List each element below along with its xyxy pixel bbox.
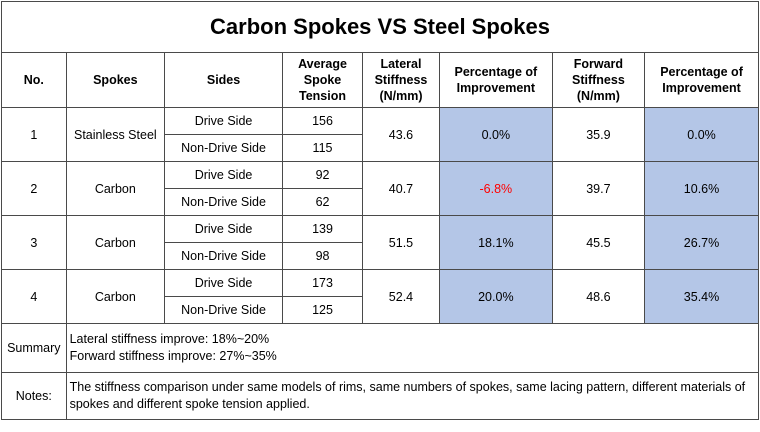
row-lateral-pct: 20.0% xyxy=(438,269,553,324)
row-no: 4 xyxy=(1,269,67,324)
row-tension: 125 xyxy=(282,296,364,324)
row-side: Drive Side xyxy=(164,161,284,189)
row-lateral-pct: -6.8% xyxy=(438,161,553,216)
table-row: 2 Carbon Drive Side 92 40.7 -6.8% 39.7 1… xyxy=(1,161,759,216)
summary-label: Summary xyxy=(1,323,67,373)
notes-row: Notes: The stiffness comparison under sa… xyxy=(1,372,760,420)
row-forward: 39.7 xyxy=(551,161,646,216)
header-forward-pct: Percentage of Improvement xyxy=(644,52,759,108)
row-tension: 139 xyxy=(282,215,364,243)
row-tension: 62 xyxy=(282,188,364,216)
row-tension: 92 xyxy=(282,161,364,189)
summary-text: Lateral stiffness improve: 18%~20% Forwa… xyxy=(65,323,760,373)
row-side: Drive Side xyxy=(164,215,284,243)
row-side: Drive Side xyxy=(164,269,284,297)
row-lateral-pct: 18.1% xyxy=(438,215,553,270)
row-side: Non-Drive Side xyxy=(164,242,284,270)
header-lateral-pct: Percentage of Improvement xyxy=(438,52,553,108)
summary-line-forward: Forward stiffness improve: 27%~35% xyxy=(69,349,277,363)
table-row: 3 Carbon Drive Side 139 51.5 18.1% 45.5 … xyxy=(1,215,759,270)
row-lateral: 52.4 xyxy=(362,269,440,324)
header-spokes: Spokes xyxy=(65,52,166,108)
notes-label: Notes: xyxy=(1,372,67,420)
row-forward: 45.5 xyxy=(551,215,646,270)
row-lateral-pct: 0.0% xyxy=(438,107,553,162)
table-row: 1 Stainless Steel Drive Side 156 43.6 0.… xyxy=(1,107,759,162)
row-side: Drive Side xyxy=(164,107,284,135)
header-sides: Sides xyxy=(164,52,284,108)
row-tension: 115 xyxy=(282,134,364,162)
row-forward: 48.6 xyxy=(551,269,646,324)
table-row: Non-Drive Side 115 xyxy=(2,134,759,162)
row-side: Non-Drive Side xyxy=(164,188,284,216)
header-tension: Average Spoke Tension xyxy=(282,52,364,108)
row-lateral: 51.5 xyxy=(362,215,440,270)
row-tension: 173 xyxy=(282,269,364,297)
summary-line-lateral: Lateral stiffness improve: 18%~20% xyxy=(69,332,270,346)
row-spokes: Carbon xyxy=(65,215,166,270)
row-spokes: Stainless Steel xyxy=(65,107,166,162)
row-forward: 35.9 xyxy=(551,107,646,162)
header-lateral: Lateral Stiffness (N/mm) xyxy=(362,52,440,108)
row-no: 3 xyxy=(1,215,67,270)
row-forward-pct: 0.0% xyxy=(644,107,759,162)
row-lateral: 43.6 xyxy=(362,107,440,162)
row-side: Non-Drive Side xyxy=(164,134,284,162)
row-forward-pct: 26.7% xyxy=(644,215,759,270)
row-side: Non-Drive Side xyxy=(164,296,284,324)
row-forward-pct: 35.4% xyxy=(644,269,759,324)
row-tension: 98 xyxy=(282,242,364,270)
row-no: 2 xyxy=(1,161,67,216)
table-row: Non-Drive Side 125 xyxy=(2,296,759,324)
row-spokes: Carbon xyxy=(65,161,166,216)
notes-text: The stiffness comparison under same mode… xyxy=(65,372,760,420)
row-no: 1 xyxy=(1,107,67,162)
table-row: 4 Carbon Drive Side 173 52.4 20.0% 48.6 … xyxy=(1,269,759,324)
summary-row: Summary Lateral stiffness improve: 18%~2… xyxy=(1,323,760,373)
comparison-table: Carbon Spokes VS Steel Spokes No. Spokes… xyxy=(1,1,760,420)
table-row: Non-Drive Side 98 xyxy=(2,242,759,270)
row-lateral: 40.7 xyxy=(362,161,440,216)
table-title: Carbon Spokes VS Steel Spokes xyxy=(1,1,759,53)
row-tension: 156 xyxy=(282,107,364,135)
table-row: Non-Drive Side 62 xyxy=(2,188,759,216)
header-no: No. xyxy=(1,52,67,108)
row-forward-pct: 10.6% xyxy=(644,161,759,216)
row-spokes: Carbon xyxy=(65,269,166,324)
header-forward: Forward Stiffness (N/mm) xyxy=(551,52,646,108)
